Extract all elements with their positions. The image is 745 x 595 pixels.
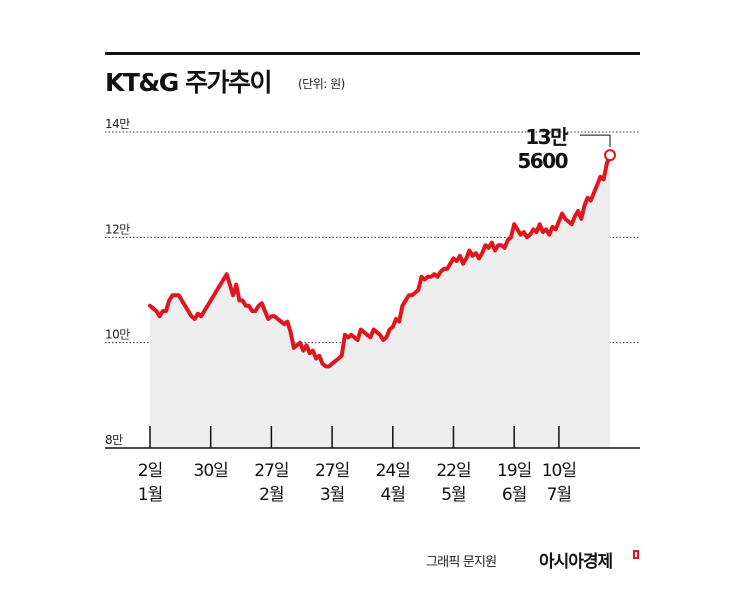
x-tick-month-label: 7월 <box>547 485 571 505</box>
x-tick-month-label: 3월 <box>320 485 344 505</box>
price-line <box>148 153 612 369</box>
x-tick-day-label: 27일 <box>254 461 288 481</box>
y-tick-label: 10만 <box>105 328 130 342</box>
last-value-label-line2: 5600 <box>517 149 567 173</box>
chart-title: KT&G 주가추이 <box>105 68 272 97</box>
x-tick-day-label: 27일 <box>315 461 349 481</box>
last-point-marker <box>604 149 616 162</box>
graphic-credit: 그래픽 문지원 <box>426 555 497 570</box>
x-tick-day-label: 24일 <box>376 461 410 481</box>
x-tick-month-label: 5월 <box>441 485 465 505</box>
brand-logo: 아시아경제 <box>539 552 613 572</box>
x-tick-month-label: 1월 <box>138 485 162 505</box>
x-tick-day-label: 19일 <box>497 461 531 481</box>
unit-label: (단위: 원) <box>298 77 345 91</box>
x-tick-day-label: 2일 <box>138 461 162 481</box>
brand-mark-icon <box>633 550 639 559</box>
x-tick-day-label: 30일 <box>194 461 228 481</box>
area-fill <box>150 155 610 448</box>
callout-leader <box>580 134 611 148</box>
x-tick-day-label: 22일 <box>436 461 470 481</box>
x-tick-day-label: 10일 <box>542 461 576 481</box>
x-tick-month-label: 2월 <box>259 485 283 505</box>
x-tick-month-label: 6월 <box>502 485 526 505</box>
y-tick-label: 12만 <box>105 222 130 236</box>
y-tick-label: 8만 <box>105 433 123 447</box>
x-tick-month-label: 4월 <box>381 485 405 505</box>
top-rule <box>105 52 640 55</box>
last-value-label-line1: 13만 <box>525 125 569 149</box>
y-tick-label: 14만 <box>105 117 130 131</box>
